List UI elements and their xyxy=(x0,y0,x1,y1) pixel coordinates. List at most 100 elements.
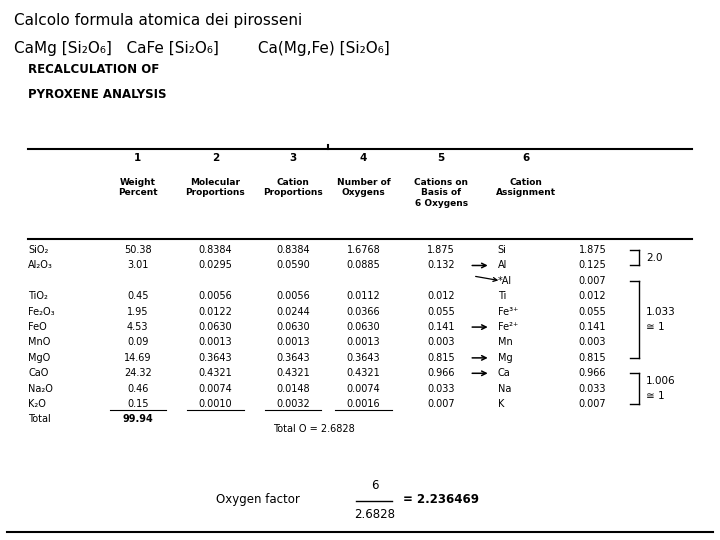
Text: 0.0013: 0.0013 xyxy=(347,338,380,347)
Text: Na₂O: Na₂O xyxy=(28,384,53,394)
Text: 0.0122: 0.0122 xyxy=(199,307,233,316)
Text: RECALCULATION OF: RECALCULATION OF xyxy=(28,63,160,76)
Text: 24.32: 24.32 xyxy=(124,368,152,379)
Text: Molecular
Proportions: Molecular Proportions xyxy=(186,178,246,198)
Text: 0.45: 0.45 xyxy=(127,291,148,301)
Text: 0.012: 0.012 xyxy=(428,291,455,301)
Text: 0.8384: 0.8384 xyxy=(199,245,232,255)
Text: MgO: MgO xyxy=(28,353,50,363)
Text: CaMg [Si₂O₆]   CaFe [Si₂O₆]        Ca(Mg,Fe) [Si₂O₆]: CaMg [Si₂O₆] CaFe [Si₂O₆] Ca(Mg,Fe) [Si₂… xyxy=(14,40,390,56)
Text: 0.0590: 0.0590 xyxy=(276,260,310,271)
Text: ≅ 1: ≅ 1 xyxy=(646,322,665,332)
Text: 0.0056: 0.0056 xyxy=(276,291,310,301)
Text: 5: 5 xyxy=(438,153,445,163)
Text: SiO₂: SiO₂ xyxy=(28,245,49,255)
Text: 1.875: 1.875 xyxy=(427,245,455,255)
Text: 14.69: 14.69 xyxy=(124,353,151,363)
Text: ≅ 1: ≅ 1 xyxy=(646,391,665,401)
Text: 2: 2 xyxy=(212,153,219,163)
Text: 0.141: 0.141 xyxy=(579,322,606,332)
Text: 50.38: 50.38 xyxy=(124,245,151,255)
Text: 99.94: 99.94 xyxy=(122,415,153,424)
Text: 0.46: 0.46 xyxy=(127,384,148,394)
Text: TiO₂: TiO₂ xyxy=(28,291,48,301)
Text: Na: Na xyxy=(498,384,511,394)
Text: 1.033: 1.033 xyxy=(646,307,675,317)
Text: 0.0630: 0.0630 xyxy=(199,322,232,332)
Text: 4: 4 xyxy=(360,153,367,163)
Text: 0.815: 0.815 xyxy=(428,353,455,363)
Text: MnO: MnO xyxy=(28,338,50,347)
Text: 0.012: 0.012 xyxy=(579,291,606,301)
Text: 0.0244: 0.0244 xyxy=(276,307,310,316)
Text: 1: 1 xyxy=(134,153,141,163)
Text: Al: Al xyxy=(498,260,507,271)
Text: Total: Total xyxy=(28,415,51,424)
Text: 0.033: 0.033 xyxy=(428,384,455,394)
Text: K: K xyxy=(498,399,504,409)
Text: Number of
Oxygens: Number of Oxygens xyxy=(337,178,390,198)
Text: 0.4321: 0.4321 xyxy=(199,368,233,379)
Text: 0.0074: 0.0074 xyxy=(346,384,380,394)
Text: 0.15: 0.15 xyxy=(127,399,148,409)
Text: 0.0885: 0.0885 xyxy=(346,260,380,271)
Text: 6: 6 xyxy=(522,153,529,163)
Text: 0.966: 0.966 xyxy=(579,368,606,379)
Text: CaO: CaO xyxy=(28,368,49,379)
Text: 1.6768: 1.6768 xyxy=(346,245,380,255)
Text: 0.0295: 0.0295 xyxy=(199,260,233,271)
Text: 0.007: 0.007 xyxy=(579,276,606,286)
Text: 0.0366: 0.0366 xyxy=(347,307,380,316)
Text: 0.007: 0.007 xyxy=(428,399,455,409)
Text: 2.0: 2.0 xyxy=(646,253,662,263)
Text: Si: Si xyxy=(498,245,506,255)
Text: 0.966: 0.966 xyxy=(428,368,455,379)
Text: Oxygen factor: Oxygen factor xyxy=(216,493,300,506)
Text: 1.875: 1.875 xyxy=(579,245,606,255)
Text: 0.4321: 0.4321 xyxy=(276,368,310,379)
Text: Fe³⁺: Fe³⁺ xyxy=(498,307,518,316)
Text: 0.055: 0.055 xyxy=(579,307,606,316)
Text: 0.0074: 0.0074 xyxy=(199,384,233,394)
Text: *Al: *Al xyxy=(498,276,512,286)
Text: 0.0630: 0.0630 xyxy=(276,322,310,332)
Text: Mg: Mg xyxy=(498,353,512,363)
Text: 0.132: 0.132 xyxy=(428,260,455,271)
Text: 0.0112: 0.0112 xyxy=(346,291,380,301)
Text: Ca: Ca xyxy=(498,368,510,379)
Text: 1.95: 1.95 xyxy=(127,307,148,316)
Text: Ti: Ti xyxy=(498,291,506,301)
Text: = 2.236469: = 2.236469 xyxy=(403,493,480,506)
Text: 0.3643: 0.3643 xyxy=(347,353,380,363)
Text: Calcolo formula atomica dei pirosseni: Calcolo formula atomica dei pirosseni xyxy=(14,14,302,29)
Text: Al₂O₃: Al₂O₃ xyxy=(28,260,53,271)
Text: 0.09: 0.09 xyxy=(127,338,148,347)
Text: Fe²⁺: Fe²⁺ xyxy=(498,322,518,332)
Text: Fe₂O₃: Fe₂O₃ xyxy=(28,307,55,316)
Text: 0.0032: 0.0032 xyxy=(276,399,310,409)
Text: FeO: FeO xyxy=(28,322,47,332)
Text: 0.141: 0.141 xyxy=(428,322,455,332)
Text: 0.033: 0.033 xyxy=(579,384,606,394)
Text: 0.0056: 0.0056 xyxy=(199,291,233,301)
Text: 0.0010: 0.0010 xyxy=(199,399,232,409)
Text: 0.815: 0.815 xyxy=(579,353,606,363)
Text: 0.3643: 0.3643 xyxy=(276,353,310,363)
Text: 2.6828: 2.6828 xyxy=(354,508,395,521)
Text: Mn: Mn xyxy=(498,338,513,347)
Text: 0.4321: 0.4321 xyxy=(346,368,380,379)
Text: 4.53: 4.53 xyxy=(127,322,148,332)
Text: Cation
Assignment: Cation Assignment xyxy=(496,178,556,198)
Text: 0.0148: 0.0148 xyxy=(276,384,310,394)
Text: Cations on
Basis of
6 Oxygens: Cations on Basis of 6 Oxygens xyxy=(414,178,468,208)
Text: 0.3643: 0.3643 xyxy=(199,353,232,363)
Text: 0.8384: 0.8384 xyxy=(276,245,310,255)
Text: 0.125: 0.125 xyxy=(579,260,606,271)
Text: 0.0016: 0.0016 xyxy=(347,399,380,409)
Text: 3.01: 3.01 xyxy=(127,260,148,271)
Text: 1.006: 1.006 xyxy=(646,376,675,386)
Text: 3: 3 xyxy=(289,153,297,163)
Text: 6: 6 xyxy=(371,480,378,492)
Text: 0.0630: 0.0630 xyxy=(347,322,380,332)
Text: Total O = 2.6828: Total O = 2.6828 xyxy=(274,424,355,434)
